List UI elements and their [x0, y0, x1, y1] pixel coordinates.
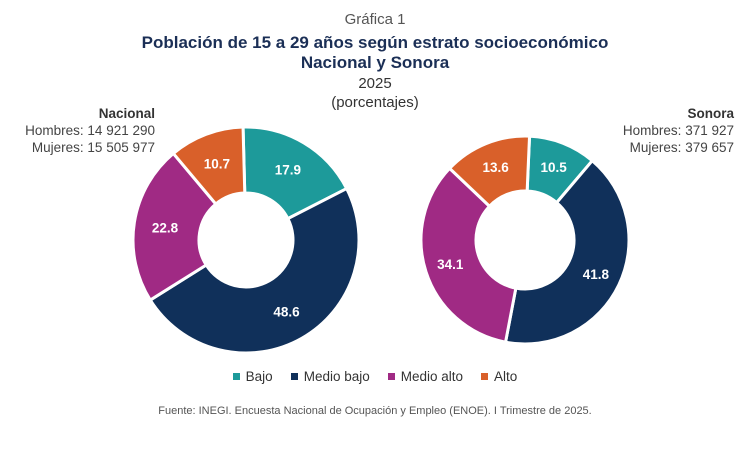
- nacional-info: Nacional Hombres: 14 921 290 Mujeres: 15…: [10, 105, 155, 156]
- sonora-slice-medio-bajo: [503, 158, 631, 346]
- nacional-slice-medio-bajo: [148, 186, 361, 355]
- legend-swatch-medio-bajo: [290, 373, 298, 380]
- legend: Bajo Medio bajo Medio alto Alto: [0, 369, 750, 384]
- legend-label-medio-alto: Medio alto: [400, 369, 464, 384]
- legend-swatch-medio-alto: [387, 373, 395, 380]
- legend-swatch-bajo: [232, 373, 240, 380]
- sonora-label-medio-alto: 34.1: [437, 257, 464, 272]
- chart-subtitle: Nacional y Sonora: [300, 53, 450, 72]
- legend-swatch-alto: [481, 373, 489, 380]
- legend-label-bajo: Bajo: [245, 369, 273, 384]
- chart-title: Población de 15 a 29 años según estrato …: [141, 33, 609, 52]
- nacional-mujeres: Mujeres: 15 505 977: [31, 140, 155, 155]
- sonora-slice-alto: [447, 134, 532, 209]
- nacional-slice-bajo: [241, 125, 349, 221]
- nacional-title: Nacional: [98, 106, 155, 121]
- nacional-label-medio-bajo: 48.6: [273, 304, 300, 319]
- nacional-slice-alto: [171, 125, 247, 207]
- nacional-label-bajo: 17.9: [275, 163, 301, 178]
- sonora-title: Sonora: [687, 106, 734, 121]
- nacional-label-alto: 10.7: [204, 156, 230, 171]
- legend-label-alto: Alto: [494, 369, 518, 384]
- legend-item-alto: Alto: [481, 369, 517, 384]
- legend-item-medio-alto: Medio alto: [387, 369, 464, 384]
- sonora-label-bajo: 10.5: [541, 160, 568, 175]
- sonora-mujeres: Mujeres: 379 657: [629, 140, 734, 155]
- legend-item-bajo: Bajo: [232, 369, 273, 384]
- chart-year: 2025: [358, 75, 392, 92]
- sonora-label-medio-bajo: 41.8: [583, 267, 610, 282]
- sonora-slice-medio-alto: [419, 166, 518, 344]
- chart-units: (porcentajes): [331, 94, 419, 111]
- source-note: Fuente: INEGI. Encuesta Nacional de Ocup…: [158, 405, 592, 417]
- nacional-label-medio-alto: 22.8: [152, 220, 179, 235]
- legend-item-medio-bajo: Medio bajo: [290, 369, 370, 384]
- legend-label-medio-bajo: Medio bajo: [303, 369, 370, 384]
- nacional-slice-medio-alto: [131, 151, 218, 303]
- sonora-info: Sonora Hombres: 371 927 Mujeres: 379 657: [574, 105, 734, 156]
- nacional-hombres: Hombres: 14 921 290: [25, 123, 155, 138]
- sonora-label-alto: 13.6: [482, 160, 509, 175]
- sonora-hombres: Hombres: 371 927: [622, 123, 734, 138]
- chart-label: Gráfica 1: [344, 11, 406, 28]
